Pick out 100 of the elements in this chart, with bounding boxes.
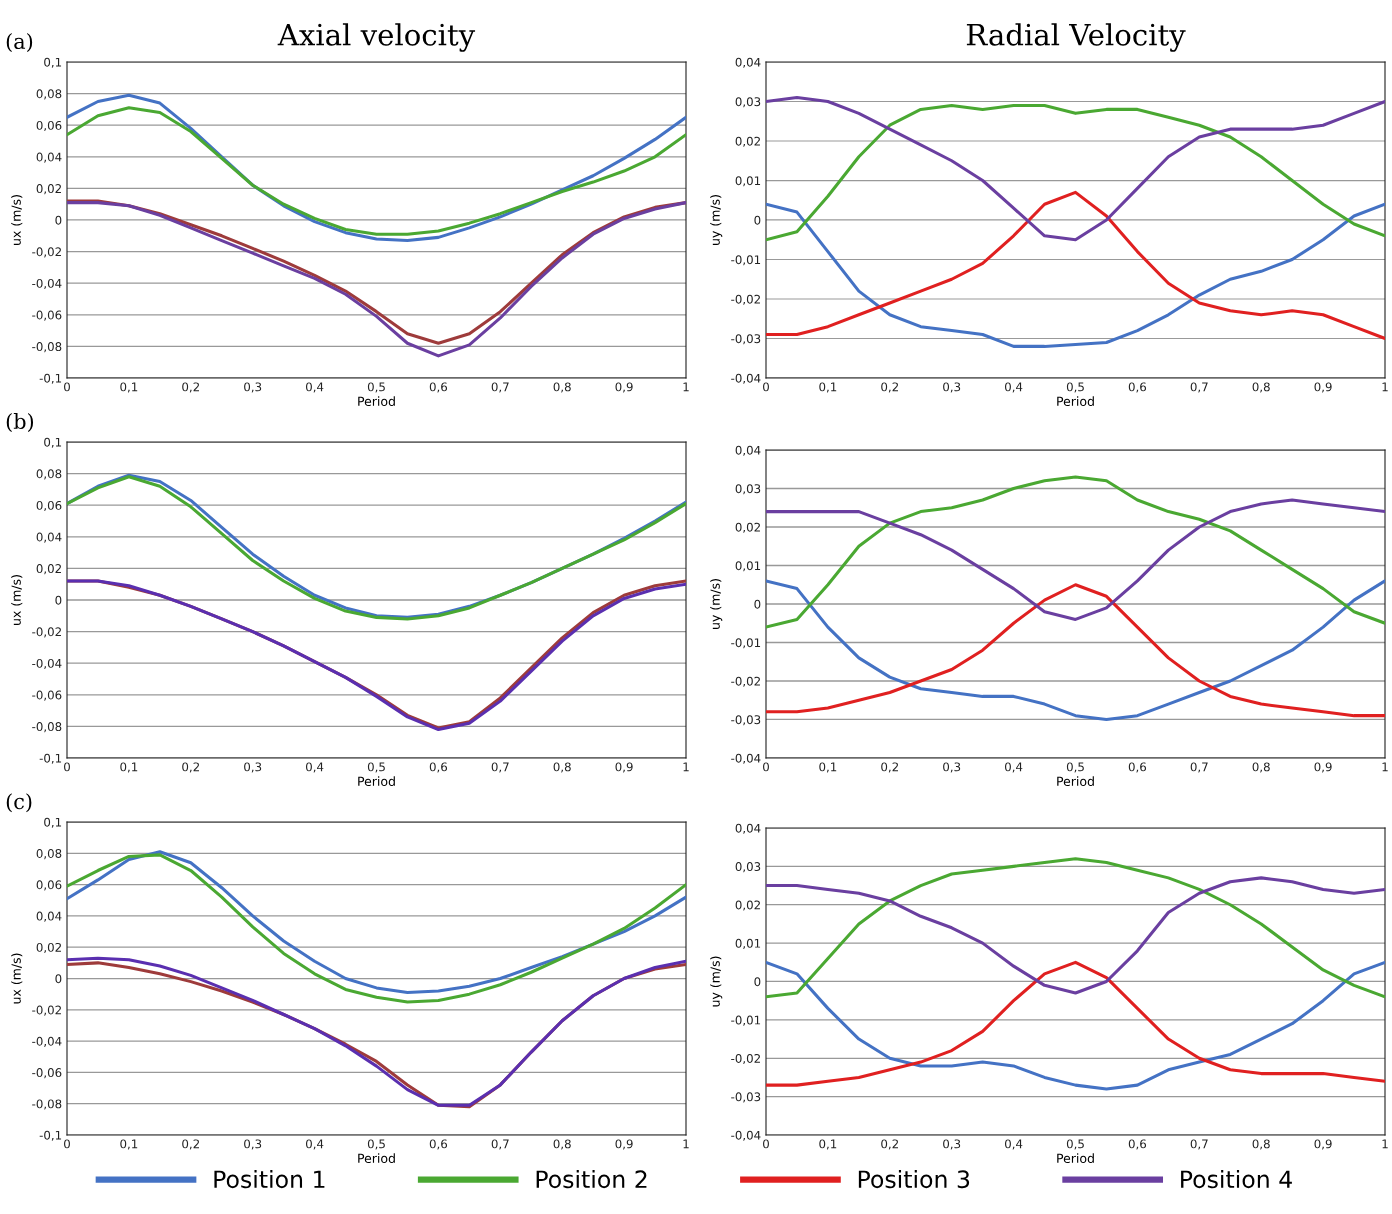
y-tick-label: 0 (55, 215, 62, 225)
x-tick-label: 0,2 (182, 762, 200, 773)
x-axis-title: Period (1057, 776, 1094, 787)
x-tick-label: 0,1 (120, 382, 138, 393)
y-axis-title: ux (m/s) (11, 195, 23, 245)
x-tick-label: 0,5 (367, 762, 385, 773)
x-tick-label: 1 (683, 1139, 689, 1149)
y-tick-label: -0,03 (731, 715, 761, 726)
y-tick-label: 0,04 (735, 57, 761, 68)
y-tick-label: 0,02 (735, 522, 760, 533)
x-tick-label: 0,8 (553, 762, 571, 773)
x-tick-label: 0,2 (881, 382, 899, 393)
y-tick-label: 0,04 (36, 532, 62, 543)
y-tick-label: 0,03 (735, 484, 761, 495)
y-axis-title: ux (m/s) (11, 575, 23, 625)
y-tick-label: -0,04 (731, 753, 761, 764)
y-tick-label: 0 (55, 595, 62, 605)
y-tick-label: -0,04 (731, 373, 761, 384)
x-tick-label: 0,2 (881, 762, 899, 773)
y-tick-label: -0,02 (731, 676, 760, 687)
x-tick-label: 0,1 (120, 1139, 138, 1150)
x-tick-label: 1 (1382, 762, 1388, 772)
x-tick-label: 0,5 (367, 1139, 385, 1150)
x-tick-label: 0,3 (943, 382, 961, 393)
x-tick-label: 0,4 (305, 762, 324, 773)
x-tick-label: 0,9 (1314, 1139, 1332, 1150)
x-tick-label: 1 (1382, 1139, 1388, 1149)
x-axis-title: Period (358, 396, 395, 407)
y-tick-label: 0,04 (36, 911, 62, 922)
y-tick-label: 0,1 (44, 817, 62, 828)
legend-label: Position 4 (1181, 1169, 1292, 1189)
y-tick-label: -0,04 (32, 658, 62, 670)
x-tick-label: 0,6 (1128, 382, 1147, 393)
text: (b) (6, 412, 34, 433)
x-tick-label: 0,7 (491, 762, 509, 773)
y-tick-label: -0,03 (731, 1092, 761, 1103)
x-tick-label: 0,4 (1004, 382, 1023, 393)
x-tick-label: 0,2 (182, 382, 200, 393)
x-tick-label: 0,6 (1128, 762, 1147, 773)
y-tick-label: 0,02 (36, 564, 61, 575)
x-tick-label: 0,7 (1190, 1139, 1208, 1150)
y-tick-label: 0,08 (36, 469, 62, 480)
x-axis-title: Period (1057, 1153, 1094, 1164)
y-tick-label: -0,1 (39, 753, 62, 764)
y-tick-label: 0,1 (44, 57, 62, 68)
y-tick-label: -0,06 (32, 1068, 62, 1079)
x-axis-title: Period (358, 1153, 395, 1164)
x-tick-label: 0,8 (1252, 382, 1270, 393)
y-axis-title: uy (m/s) (710, 956, 723, 1007)
y-tick-label: 0 (754, 977, 761, 987)
y-tick-label: 0,02 (735, 900, 760, 911)
x-tick-label: 0,7 (1190, 382, 1208, 393)
x-axis-title: Period (358, 776, 395, 787)
chart-title: Axial velocity (277, 23, 476, 52)
y-tick-label: -0,08 (32, 1099, 62, 1110)
y-tick-label: 0 (754, 599, 761, 609)
y-tick-label: 0,03 (735, 97, 761, 108)
y-axis-title: ux (m/s) (11, 953, 23, 1004)
x-tick-label: 0,8 (1252, 762, 1270, 773)
x-tick-label: 0,2 (182, 1139, 200, 1150)
legend-label: Position 1 (214, 1169, 325, 1189)
y-tick-label: -0,01 (731, 255, 761, 266)
chart-title: Radial Velocity (966, 23, 1186, 52)
y-tick-label: 0,03 (735, 862, 761, 873)
text: (a) (6, 32, 33, 53)
x-tick-label: 1 (683, 762, 689, 772)
y-tick-label: 0 (55, 974, 62, 984)
y-tick-label: -0,02 (731, 294, 760, 305)
x-tick-label: 0,3 (244, 762, 262, 773)
y-tick-label: 0,02 (36, 942, 61, 954)
y-tick-label: -0,1 (39, 1130, 62, 1141)
y-tick-label: 0,08 (36, 849, 62, 860)
x-tick-label: 0 (64, 762, 70, 772)
x-tick-label: 0,1 (819, 1139, 837, 1150)
y-tick-label: 0,04 (735, 823, 761, 834)
x-tick-label: 0,5 (1066, 382, 1084, 393)
x-tick-label: 0 (763, 762, 769, 772)
x-tick-label: 0,6 (429, 762, 448, 773)
x-tick-label: 0,5 (367, 382, 385, 393)
x-tick-label: 0 (763, 382, 769, 392)
x-tick-label: 0,6 (429, 382, 448, 393)
x-tick-label: 0,4 (305, 382, 324, 393)
y-tick-label: -0,02 (32, 627, 61, 638)
x-tick-label: 0,9 (615, 762, 633, 773)
x-tick-label: 0,3 (244, 382, 262, 393)
x-axis-title: Period (1057, 396, 1094, 407)
y-tick-label: 0,04 (36, 152, 62, 163)
x-tick-label: 0,5 (1066, 762, 1084, 773)
x-tick-label: 0,5 (1066, 1139, 1084, 1150)
x-tick-label: 0,8 (553, 382, 571, 393)
x-tick-label: 0,6 (1128, 1139, 1147, 1150)
x-tick-label: 0 (64, 1139, 70, 1149)
y-tick-label: 0,1 (44, 437, 62, 448)
legend-label: Position 2 (536, 1169, 647, 1189)
x-tick-label: 0,1 (120, 762, 138, 773)
x-tick-label: 0,4 (1004, 762, 1023, 773)
y-tick-label: -0,02 (731, 1053, 760, 1065)
y-tick-label: -0,08 (32, 722, 62, 733)
x-tick-label: 0,7 (491, 382, 509, 393)
x-tick-label: 0,9 (615, 1139, 633, 1150)
